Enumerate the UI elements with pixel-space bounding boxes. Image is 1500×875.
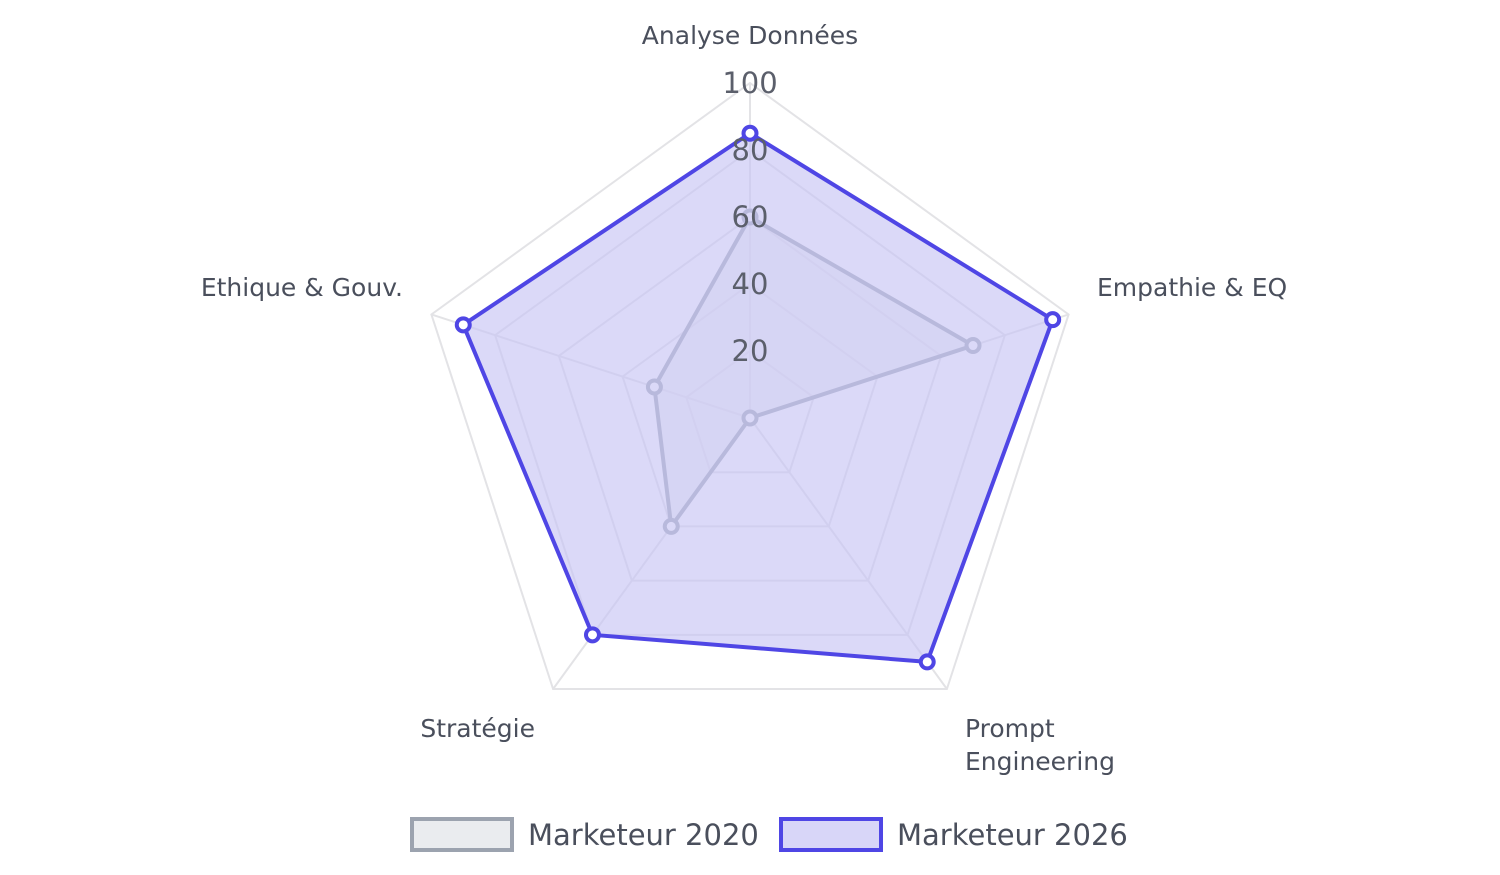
legend-item-2: Marketeur 2026	[779, 817, 1128, 852]
data-point-2-1	[741, 124, 759, 142]
legend-swatch-2	[779, 817, 883, 852]
axis-label-1: Analyse Données	[642, 21, 858, 50]
series-area-2	[461, 131, 1055, 664]
axis-label-4-line-1: Stratégie	[420, 714, 535, 743]
series-2	[454, 124, 1062, 671]
axis-label-2: Empathie & EQ	[1097, 273, 1287, 302]
tick-label-60: 60	[732, 200, 769, 234]
radial-tick-labels: 20 40 60 80 100	[722, 66, 777, 368]
legend-label-1: Marketeur 2020	[528, 818, 759, 852]
legend-item-1: Marketeur 2020	[410, 817, 759, 852]
tick-label-80: 80	[732, 133, 769, 167]
data-point-2-4	[583, 626, 601, 644]
data-point-2-3	[918, 653, 936, 671]
axis-label-3-line-2: Engineering	[965, 747, 1115, 776]
legend-swatch-1	[410, 817, 514, 852]
grid-ring-100	[430, 81, 1070, 691]
data-point-2-5	[454, 316, 472, 334]
axis-label-3-line-1: Prompt	[965, 714, 1055, 743]
axis-label-1-line-1: Analyse Données	[642, 21, 858, 50]
axis-label-4: Stratégie	[420, 714, 535, 743]
legend: Marketeur 2020 Marketeur 2026	[410, 817, 1128, 852]
axis-label-3: Prompt Engineering	[965, 714, 1115, 776]
axis-label-5: Ethique & Gouv.	[201, 273, 403, 302]
tick-label-100: 100	[722, 66, 777, 100]
tick-label-20: 20	[732, 334, 769, 368]
axis-labels: Analyse Données Empathie & EQ Prompt Engine…	[201, 21, 1287, 776]
data-point-2-2	[1044, 311, 1062, 329]
legend-label-2: Marketeur 2026	[897, 818, 1128, 852]
axis-label-5-line-1: Ethique & Gouv.	[201, 273, 403, 302]
axis-label-2-line-1: Empathie & EQ	[1097, 273, 1287, 302]
tick-label-40: 40	[732, 267, 769, 301]
